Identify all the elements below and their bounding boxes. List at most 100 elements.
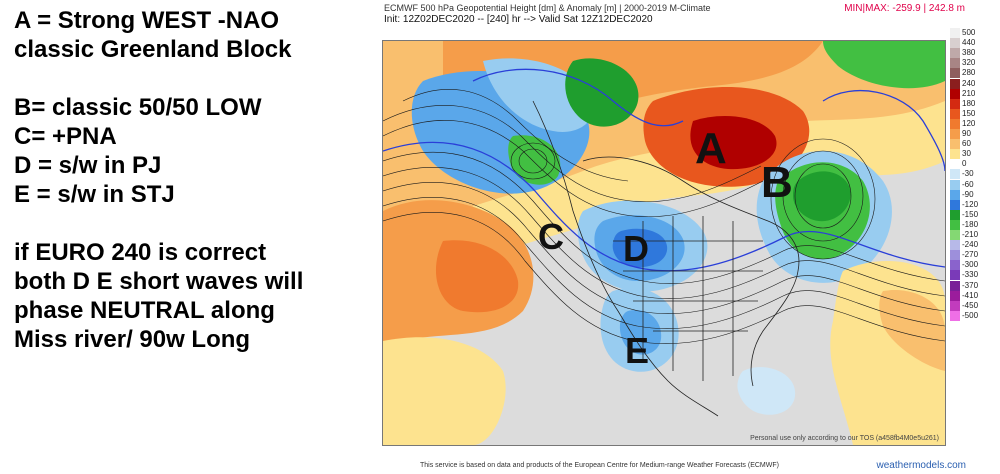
legend-swatch xyxy=(950,310,960,321)
legend-value: 280 xyxy=(962,68,976,78)
legend-swatch xyxy=(950,219,960,230)
legend-entry: -500 xyxy=(950,310,1000,321)
legend-value: -410 xyxy=(962,290,979,300)
legend-swatch xyxy=(950,28,960,39)
legend-value: 500 xyxy=(962,28,976,37)
legend-entry: 240 xyxy=(950,78,1000,89)
anomaly-ridge-core xyxy=(435,240,519,313)
legend-value: -180 xyxy=(962,219,979,229)
legend-value: 0 xyxy=(962,159,967,169)
legend-entry: 90 xyxy=(950,129,1000,140)
legend-entry: 150 xyxy=(950,108,1000,119)
note-line-8: both D E short waves will xyxy=(14,268,304,295)
legend-value: -330 xyxy=(962,270,979,280)
legend-value: -270 xyxy=(962,250,979,260)
note-line-4: C= +PNA xyxy=(14,123,117,150)
legend-value: -240 xyxy=(962,240,979,250)
legend-swatch xyxy=(950,199,960,210)
anomaly-trough-d-core xyxy=(612,228,668,268)
legend-value: 380 xyxy=(962,48,976,58)
legend-swatch xyxy=(950,88,960,99)
legend-swatch xyxy=(950,250,960,261)
map-title: ECMWF 500 hPa Geopotential Height [dm] &… xyxy=(384,3,711,13)
note-line-2: classic Greenland Block xyxy=(14,36,292,63)
legend-swatch xyxy=(950,118,960,129)
legend-entry: -370 xyxy=(950,280,1000,291)
legend-entry: -30 xyxy=(950,169,1000,180)
legend-value: 90 xyxy=(962,129,971,138)
legend-entry: -410 xyxy=(950,290,1000,301)
legend-swatch xyxy=(950,209,960,220)
legend-value: 440 xyxy=(962,38,976,48)
annotation-notes: A = Strong WEST -NAO classic Greenland B… xyxy=(14,6,374,354)
legend-swatch xyxy=(950,38,960,49)
legend-value: 180 xyxy=(962,98,976,108)
legend-swatch xyxy=(950,280,960,291)
legend-swatch xyxy=(950,78,960,89)
weather-map: A B C D E Personal use only according to… xyxy=(382,40,946,446)
legend-swatch xyxy=(950,58,960,69)
legend-entry: 320 xyxy=(950,58,1000,69)
legend-entry: -240 xyxy=(950,240,1000,251)
legend-value: 60 xyxy=(962,139,971,149)
site-link[interactable]: weathermodels.com xyxy=(876,460,966,471)
legend-swatch xyxy=(950,98,960,109)
legend-entry: 500 xyxy=(950,28,1000,39)
legend-value: -370 xyxy=(962,280,979,290)
legend-swatch xyxy=(950,108,960,119)
note-line-10: Miss river/ 90w Long xyxy=(14,326,251,353)
legend-swatch xyxy=(950,290,960,301)
legend-entry: 210 xyxy=(950,88,1000,99)
legend-entry: 280 xyxy=(950,68,1000,79)
legend-entry: 30 xyxy=(950,149,1000,160)
legend-value: 120 xyxy=(962,118,976,128)
legend-swatch xyxy=(950,260,960,271)
legend-entry: -210 xyxy=(950,230,1000,241)
legend-value: -60 xyxy=(962,179,974,189)
label-b: B xyxy=(761,158,793,207)
label-e: E xyxy=(625,330,649,371)
note-line-3: B= classic 50/50 LOW xyxy=(14,94,262,121)
legend-entry: -330 xyxy=(950,270,1000,281)
anomaly-warm-atlantic-core xyxy=(879,290,945,371)
map-init-time: Init: 12Z02DEC2020 -- [240] hr --> Valid… xyxy=(384,14,653,25)
legend-value: -210 xyxy=(962,230,979,239)
legend-swatch xyxy=(950,240,960,251)
anomaly-green-ne xyxy=(823,41,945,89)
anomaly-low-b-core xyxy=(793,171,851,222)
note-line-9: phase NEUTRAL along xyxy=(14,297,275,324)
legend-swatch xyxy=(950,48,960,59)
legend-entry: -120 xyxy=(950,199,1000,210)
label-c: C xyxy=(538,216,564,257)
legend-value: -120 xyxy=(962,199,979,209)
legend-value: 30 xyxy=(962,149,971,159)
legend-swatch xyxy=(950,230,960,241)
legend-entry: -150 xyxy=(950,209,1000,220)
legend-entry: 0 xyxy=(950,159,1000,170)
legend-swatch xyxy=(950,179,960,190)
legend-value: -90 xyxy=(962,189,974,199)
label-a: A xyxy=(695,124,727,173)
legend-entry: 60 xyxy=(950,139,1000,150)
legend-swatch xyxy=(950,68,960,79)
legend-entry: 440 xyxy=(950,38,1000,49)
legend-swatch xyxy=(950,169,960,180)
legend-swatch xyxy=(950,149,960,160)
legend-swatch xyxy=(950,129,960,140)
note-line-7: if EURO 240 is correct xyxy=(14,239,267,266)
label-d: D xyxy=(623,228,649,269)
legend-value: -300 xyxy=(962,260,979,270)
legend-swatch xyxy=(950,139,960,150)
legend-swatch xyxy=(950,189,960,200)
legend-value: -30 xyxy=(962,169,974,179)
legend-entry: -180 xyxy=(950,219,1000,230)
legend-value: -150 xyxy=(962,209,979,219)
legend-entry: 380 xyxy=(950,48,1000,59)
key-contours xyxy=(383,68,945,272)
anomaly-trough-e-core xyxy=(619,310,662,355)
map-header: ECMWF 500 hPa Geopotential Height [dm] &… xyxy=(384,3,710,25)
legend-value: -500 xyxy=(962,310,979,320)
note-line-1: A = Strong WEST -NAO xyxy=(14,7,280,34)
legend-entry: -450 xyxy=(950,300,1000,311)
note-line-6: E = s/w in STJ xyxy=(14,181,175,208)
